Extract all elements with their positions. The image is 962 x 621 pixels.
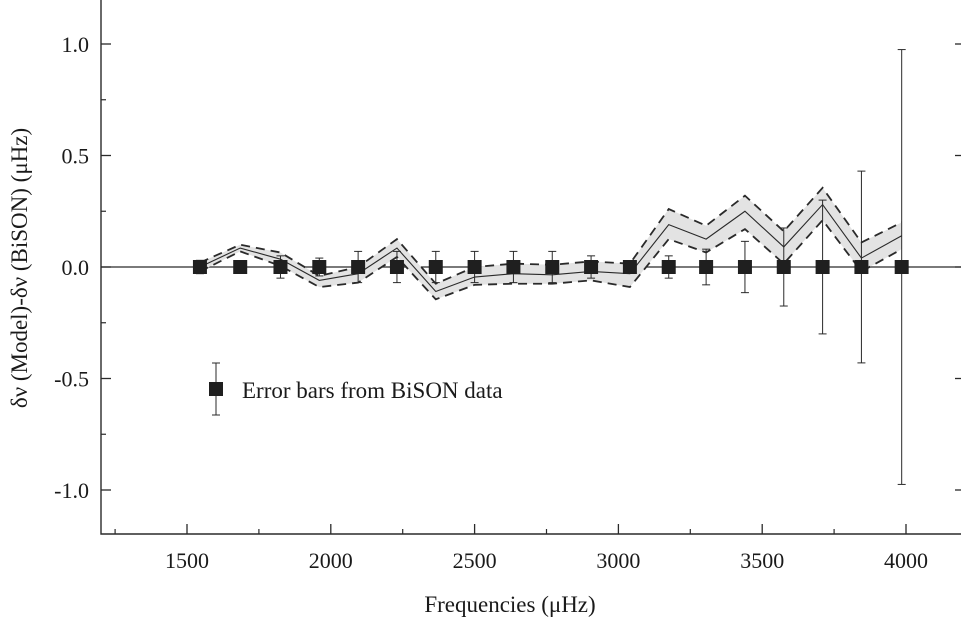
axis-frame-left-bottom: [100, 0, 961, 535]
data-point-marker: [545, 260, 560, 274]
data-point-marker: [854, 260, 869, 274]
x-axis-title: Frequencies (μHz): [424, 592, 595, 617]
data-point-marker: [506, 260, 521, 274]
data-markers: [192, 260, 909, 274]
y-tick-label: 0.0: [62, 255, 90, 280]
x-tick-label: 4000: [884, 548, 928, 573]
axis-ticks: 1500 2000 2500 3000 3500 4000 1.0 0.5 0.0 -0.5 -1.…: [54, 32, 961, 573]
data-point-marker: [661, 260, 676, 274]
data-point-marker: [192, 260, 207, 274]
plot-frame: [100, 0, 961, 535]
data-point-marker: [233, 260, 248, 274]
model-lower-dashed-line: [199, 218, 903, 301]
data-point-marker: [815, 260, 830, 274]
x-tick-label: 1500: [165, 548, 209, 573]
y-tick-label: -1.0: [54, 478, 89, 503]
y-tick-label: 1.0: [62, 32, 90, 57]
y-tick-label: -0.5: [54, 367, 89, 392]
y-tick-label: 0.5: [62, 144, 90, 169]
data-point-marker: [467, 260, 482, 274]
x-tick-label: 3000: [596, 548, 640, 573]
data-point-marker: [737, 260, 752, 274]
legend-marker: [209, 362, 223, 416]
data-point-marker: [312, 260, 327, 274]
data-point-marker: [894, 260, 909, 274]
x-tick-label: 2500: [453, 548, 497, 573]
data-point-marker: [699, 260, 714, 274]
legend-square-marker: [209, 382, 223, 396]
data-point-marker: [389, 260, 404, 274]
model-band-fill: [199, 187, 902, 300]
y-axis-title: δν (Model)-δν (BiSON) (μHz): [7, 128, 32, 408]
x-tick-label: 2000: [309, 548, 353, 573]
data-point-marker: [622, 260, 637, 274]
legend: Error bars from BiSON data: [209, 362, 503, 416]
x-tick-label: 3500: [740, 548, 784, 573]
data-point-marker: [428, 260, 443, 274]
data-point-marker: [273, 260, 288, 274]
data-point-marker: [351, 260, 366, 274]
data-point-marker: [776, 260, 791, 274]
legend-label: Error bars from BiSON data: [242, 378, 503, 403]
data-point-marker: [584, 260, 599, 274]
